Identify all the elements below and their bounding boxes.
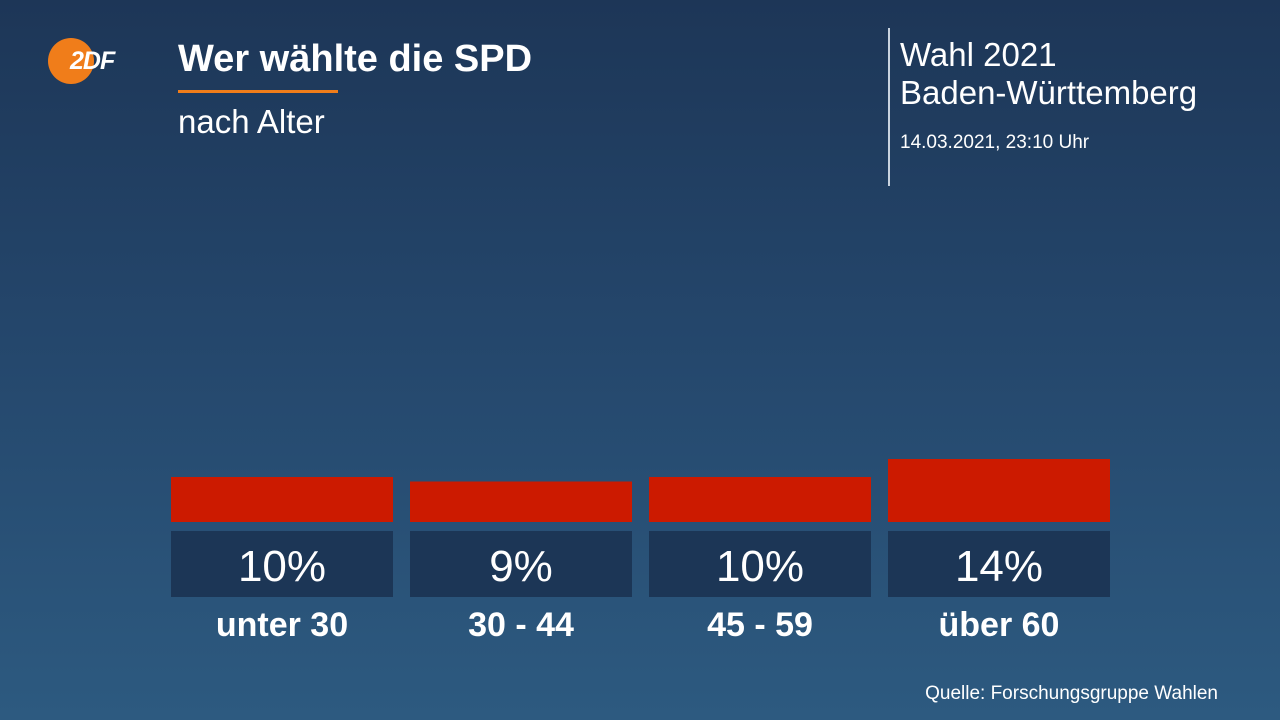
election-name: Wahl 2021 [900,36,1057,73]
value-label-0: 10% [238,542,326,591]
source-note: Quelle: Forschungsgruppe Wahlen [925,683,1218,704]
header-divider [888,28,890,186]
value-label-2: 10% [716,542,804,591]
category-label-2: 45 - 59 [707,606,813,644]
bar-3 [888,459,1110,522]
value-box-2 [649,531,871,597]
page-subtitle: nach Alter [178,103,325,140]
category-label-3: über 60 [939,606,1060,644]
category-label-0: unter 30 [216,606,348,644]
bar-2 [649,477,871,522]
bar-1 [410,481,632,522]
value-label-3: 14% [955,542,1043,591]
value-box-0 [171,531,393,597]
election-info: Wahl 2021 Baden-Württemberg [900,36,1197,112]
category-label-1: 30 - 44 [468,606,574,644]
value-label-1: 9% [489,542,553,591]
zdf-logo-text: 2DF [70,47,115,75]
page-title: Wer wählte die SPD [178,38,533,80]
zdf-logo: 2DF [48,38,134,84]
bar-0 [171,477,393,522]
value-box-1 [410,531,632,597]
election-region: Baden-Württemberg [900,74,1198,111]
title-underline [178,90,338,93]
zdf-logo-circle [48,38,94,84]
election-timestamp: 14.03.2021, 23:10 Uhr [900,132,1090,153]
value-box-3 [888,531,1110,597]
